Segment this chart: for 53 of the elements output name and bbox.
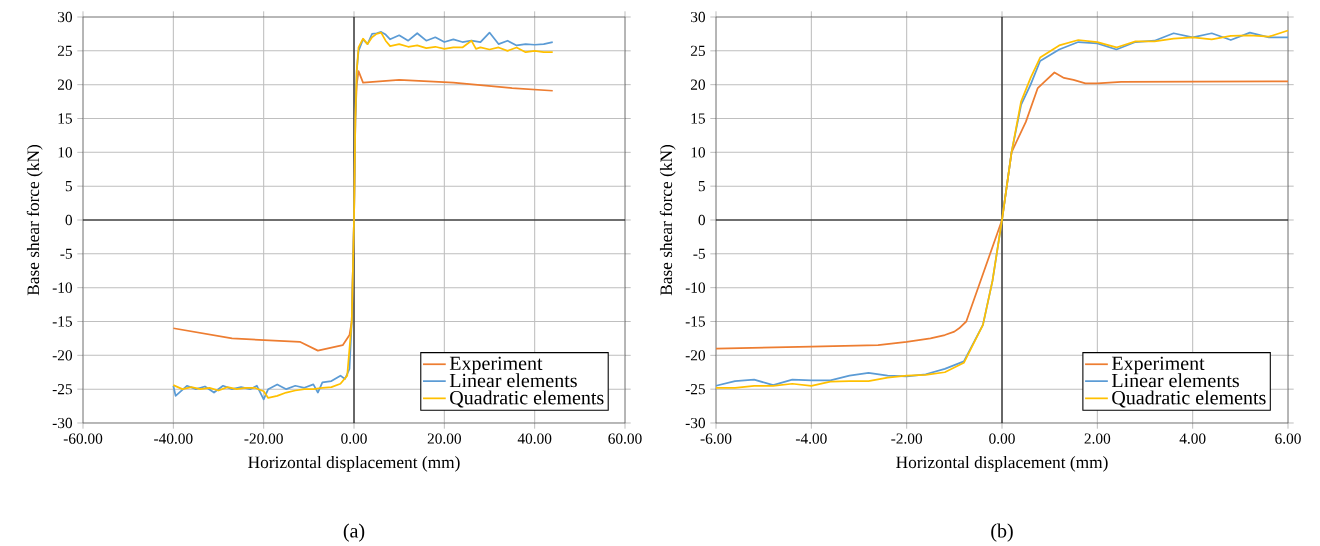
y-tick-label: 0: [65, 214, 73, 226]
y-tick-label: 15: [691, 113, 706, 124]
line-series: [715, 71, 1289, 350]
legend-label: Quadratic elements: [1112, 390, 1266, 408]
x-tick-label: -60.00: [63, 433, 103, 444]
legend-label: Experiment: [1111, 356, 1205, 375]
x-tick-label: 20.00: [427, 433, 462, 444]
y-tick-label: 15: [58, 113, 73, 124]
y-tick-label: -25: [52, 383, 73, 395]
x-tick-label: 0.00: [989, 433, 1015, 444]
x-tick-label: 2.00: [1084, 433, 1111, 444]
y-tick-label: 25: [57, 45, 73, 56]
y-tick-label: 10: [691, 147, 706, 158]
x-tick-label: 4.00: [1179, 433, 1206, 444]
y-tick-label: -30: [52, 417, 73, 429]
y-tick-label: 30: [691, 11, 706, 23]
y-tick-label: 5: [65, 181, 73, 192]
y-tick-label: -20: [685, 350, 706, 361]
legend-label: Quadratic elements: [450, 390, 604, 408]
y-tick-label: -15: [52, 316, 73, 327]
y-tick-label: -30: [685, 417, 706, 429]
y-tick-label: -10: [685, 282, 706, 293]
text: (a): [343, 523, 365, 542]
y-tick-label: 10: [58, 147, 73, 158]
y-tick-label: -20: [52, 350, 73, 361]
x-tick-label: 60.00: [608, 433, 642, 444]
x-tick-label: 0.00: [341, 433, 367, 444]
y-tick-label: -25: [685, 383, 706, 395]
legend-label: Experiment: [449, 356, 543, 375]
y-tick-label: 20: [57, 79, 73, 90]
y-tick-label: -5: [60, 248, 73, 259]
x-tick-label: -2.00: [891, 433, 923, 444]
x-axis-title: Horizontal displacement (mm): [896, 455, 1108, 472]
y-tick-label: -15: [685, 316, 706, 327]
y-tick-label: 25: [690, 45, 706, 56]
y-tick-label: -10: [52, 282, 73, 293]
y-axis-title: Base shear force (kN): [659, 144, 676, 296]
x-tick-label: -4.00: [795, 433, 827, 444]
x-tick-label: -40.00: [154, 433, 193, 444]
y-axis-title: Base shear force (kN): [26, 144, 43, 296]
y-tick-label: 20: [690, 79, 706, 90]
y-tick-label: -5: [693, 248, 706, 259]
x-tick-label: 6.00: [1275, 433, 1301, 444]
y-tick-label: 0: [698, 214, 706, 226]
legend-label: Linear elements: [449, 373, 577, 388]
x-tick-label: -6.00: [700, 433, 732, 444]
x-axis-title: Horizontal displacement (mm): [248, 455, 460, 472]
text: (b): [991, 523, 1013, 542]
x-tick-label: -20.00: [244, 433, 283, 444]
legend-label: Linear elements: [1111, 373, 1239, 388]
y-tick-label: 5: [698, 181, 706, 192]
y-tick-label: 30: [58, 11, 73, 23]
x-tick-label: 40.00: [517, 433, 552, 444]
